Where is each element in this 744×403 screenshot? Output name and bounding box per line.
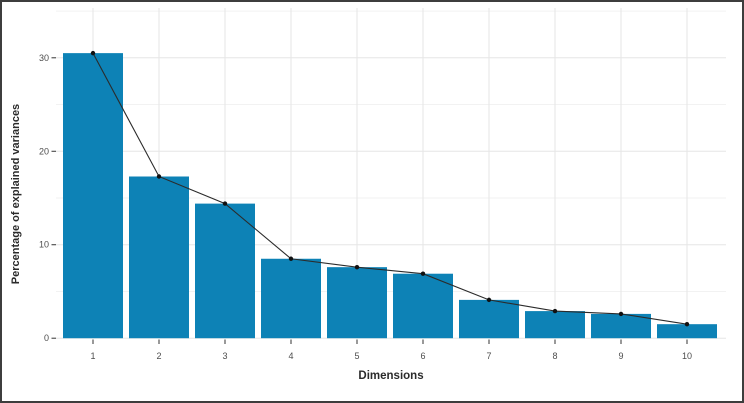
bar-dimension-2 — [129, 176, 189, 339]
data-point-dimension-9 — [618, 311, 624, 317]
x-tick-label: 5 — [354, 351, 359, 361]
bar-dimension-4 — [261, 258, 321, 339]
bar-dimension-9 — [591, 313, 651, 339]
x-tick-label: 4 — [288, 351, 293, 361]
y-tick-label: 20 — [39, 146, 49, 156]
bar-dimension-7 — [459, 299, 519, 339]
scree-line — [92, 52, 688, 325]
y-tick-label: 10 — [39, 240, 49, 250]
x-tick-label: 8 — [552, 351, 557, 361]
bar-dimension-5 — [327, 267, 387, 339]
bar-dimension-3 — [195, 203, 255, 339]
x-tick-label: 6 — [420, 351, 425, 361]
data-point-dimension-1 — [90, 50, 96, 56]
y-tick-label: 30 — [39, 53, 49, 63]
bar-dimension-10 — [657, 324, 717, 339]
data-point-dimension-6 — [420, 271, 426, 276]
y-axis-title: Percentage of explained variances — [10, 103, 22, 285]
bar-dimension-8 — [525, 311, 585, 339]
bar-dimension-1 — [63, 53, 123, 339]
x-tick-label: 7 — [486, 351, 491, 361]
data-point-dimension-3 — [222, 201, 228, 206]
x-axis-title: Dimensions — [358, 370, 424, 382]
data-point-dimension-8 — [552, 308, 558, 314]
bar-dimension-6 — [393, 273, 453, 339]
data-point-dimension-2 — [156, 174, 162, 179]
data-point-dimension-5 — [354, 264, 360, 270]
y-tick-label: 0 — [44, 333, 49, 343]
data-point-dimension-7 — [486, 297, 492, 303]
data-point-dimension-10 — [684, 321, 690, 327]
x-tick-label: 3 — [222, 351, 227, 361]
x-tick-label: 1 — [90, 351, 95, 361]
x-tick-label: 2 — [156, 351, 161, 361]
x-tick-label: 9 — [618, 351, 623, 361]
data-point-dimension-4 — [288, 256, 294, 261]
x-tick-label: 10 — [682, 351, 692, 361]
